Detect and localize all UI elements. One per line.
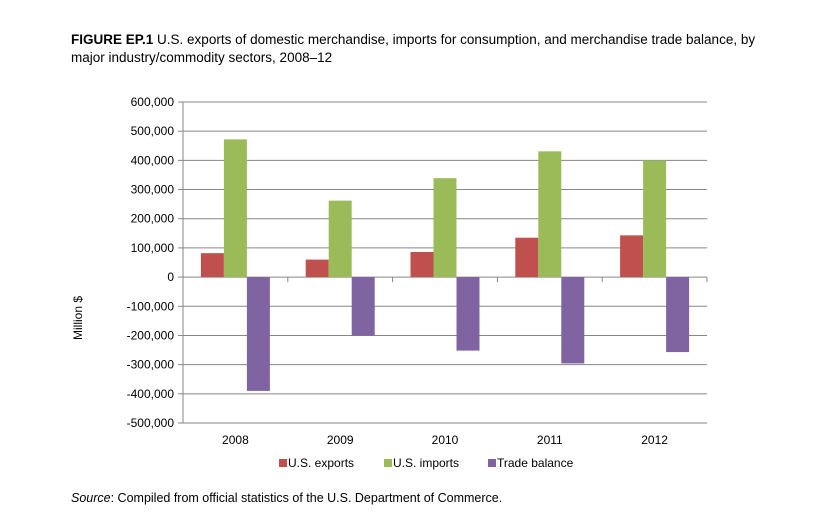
legend-swatch xyxy=(279,459,287,467)
y-tick-label: -200,000 xyxy=(127,328,175,342)
y-tick-label: 600,000 xyxy=(131,95,175,109)
bar xyxy=(246,277,270,391)
bar xyxy=(200,253,224,278)
bar xyxy=(456,277,480,351)
legend-label: Trade balance xyxy=(497,456,574,470)
bar xyxy=(620,235,644,278)
x-tick-label: 2010 xyxy=(432,433,459,447)
bar xyxy=(433,178,457,278)
bar xyxy=(410,251,434,278)
y-tick-label: 500,000 xyxy=(131,124,175,138)
bar xyxy=(538,151,562,278)
figure-label: FIGURE EP.1 xyxy=(71,32,154,47)
bars xyxy=(200,139,690,391)
source-text: : Compiled from official statistics of t… xyxy=(110,491,503,505)
source-note: Source: Compiled from official statistic… xyxy=(71,491,502,505)
y-tick-label: -500,000 xyxy=(127,416,175,430)
figure-caption-text: U.S. exports of domestic merchandise, im… xyxy=(71,32,756,65)
bar xyxy=(305,259,329,278)
y-tick-label: -300,000 xyxy=(127,358,175,372)
x-tick-label: 2012 xyxy=(641,433,668,447)
legend-label: U.S. imports xyxy=(393,456,459,470)
x-tick-label: 2009 xyxy=(327,433,354,447)
x-tick-labels: 2008 2009 2010 2011 2012 xyxy=(222,433,668,447)
y-tick-labels: 600,000 500,000 400,000 300,000 200,000 100,0… xyxy=(127,95,175,430)
legend: U.S. exports U.S. imports Trade balance xyxy=(279,456,574,470)
legend-label: U.S. exports xyxy=(288,456,354,470)
y-axis-title: Million $ xyxy=(71,296,85,340)
y-tick-label: 200,000 xyxy=(131,212,175,226)
bar xyxy=(515,237,539,278)
bar xyxy=(666,277,690,353)
legend-swatch xyxy=(384,459,392,467)
bar xyxy=(351,277,375,336)
bar xyxy=(328,200,352,278)
y-tick-label: -100,000 xyxy=(127,299,175,313)
gridlines xyxy=(183,101,707,424)
legend-swatch xyxy=(488,459,496,467)
bar xyxy=(223,139,247,278)
y-tick-label: 100,000 xyxy=(131,241,175,255)
x-tick-label: 2011 xyxy=(537,433,563,447)
bar xyxy=(561,277,585,364)
figure-caption: FIGURE EP.1 U.S. exports of domestic mer… xyxy=(71,31,771,67)
y-tick-label: 300,000 xyxy=(131,183,175,197)
source-label: Source xyxy=(71,491,111,505)
y-tick-label: 400,000 xyxy=(131,153,175,167)
y-tick-label: 0 xyxy=(167,270,174,284)
y-tick-label: -400,000 xyxy=(127,387,175,401)
x-tick-label: 2008 xyxy=(222,433,249,447)
bar xyxy=(643,160,667,278)
